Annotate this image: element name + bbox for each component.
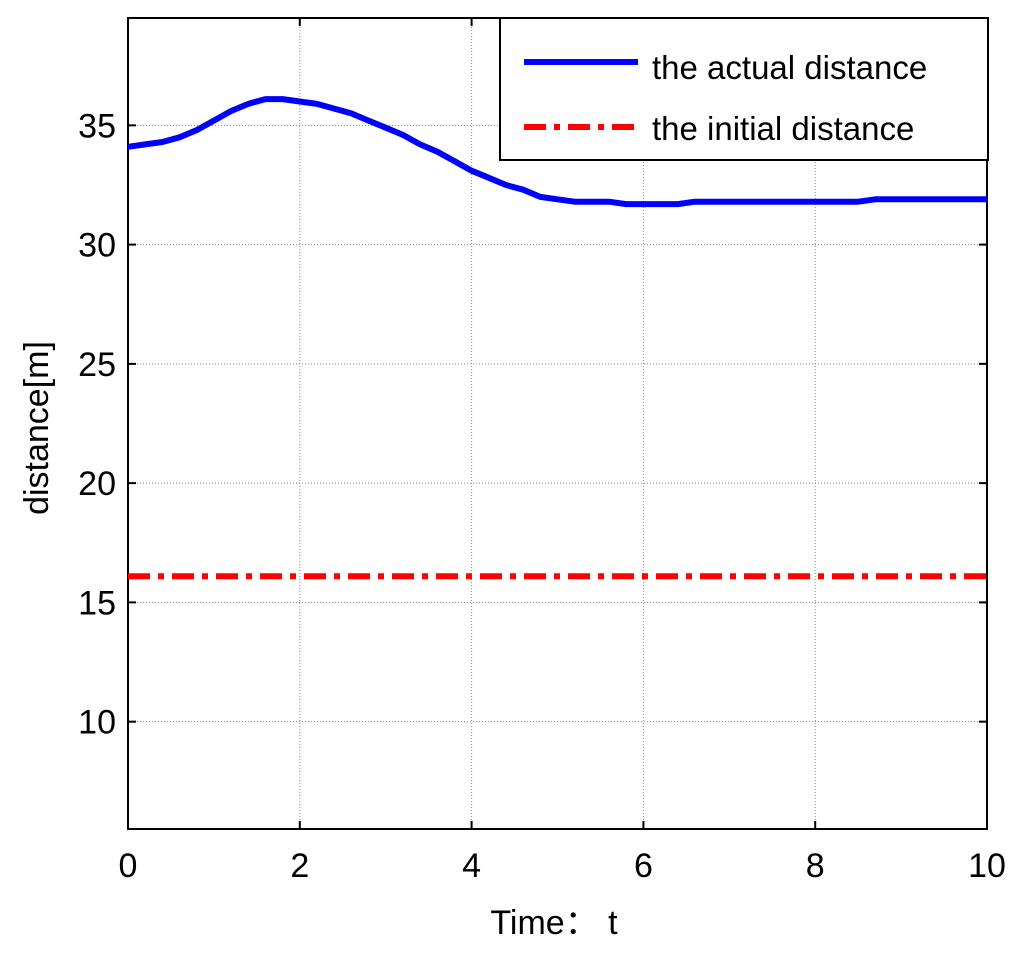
y-tick-label: 35 xyxy=(78,107,116,145)
x-tick-label: 6 xyxy=(634,847,653,885)
x-axis-label: Time： t xyxy=(490,904,618,942)
x-tick-label: 10 xyxy=(968,847,1006,885)
legend-label-initial: the initial distance xyxy=(652,110,914,147)
x-tick-label: 4 xyxy=(462,847,481,885)
x-tick-label: 0 xyxy=(119,847,138,885)
y-tick-label: 10 xyxy=(78,704,116,742)
y-tick-label: 15 xyxy=(78,584,116,622)
y-tick-label: 30 xyxy=(78,227,116,265)
y-axis-label: distance[m] xyxy=(18,341,56,515)
series-lines xyxy=(127,96,987,580)
axis-ticks: 0 2 4 6 8 10 10 15 20 25 30 35 xyxy=(78,18,1006,885)
x-tick-label: 8 xyxy=(806,847,825,885)
legend: the actual distance the initial distance xyxy=(499,17,989,161)
y-tick-label: 20 xyxy=(78,465,116,503)
legend-label-actual: the actual distance xyxy=(652,49,927,86)
y-tick-label: 25 xyxy=(78,346,116,384)
legend-box xyxy=(499,17,989,161)
series-line-actual-distance xyxy=(127,96,987,208)
x-tick-label: 2 xyxy=(290,847,309,885)
